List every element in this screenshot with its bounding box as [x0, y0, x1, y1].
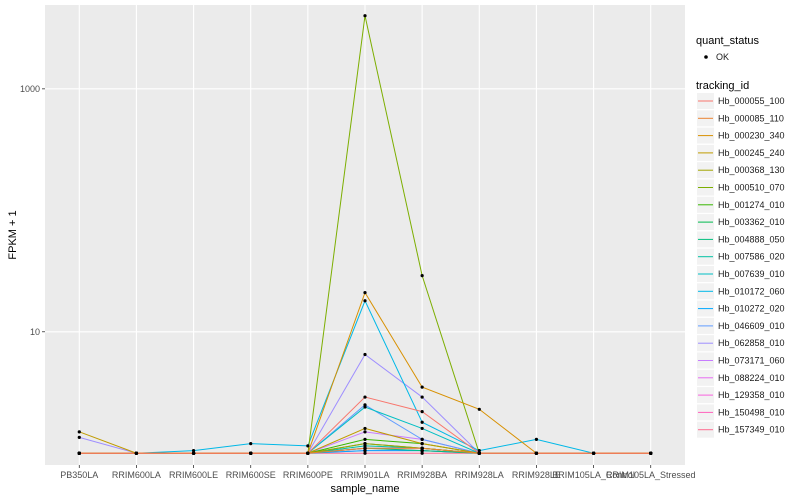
data-point	[77, 435, 81, 439]
y-tick-label: 10	[30, 327, 40, 337]
color-legend-label: Hb_046609_010	[718, 321, 785, 331]
data-point	[306, 451, 310, 455]
data-point	[420, 426, 424, 431]
color-legend-label: Hb_007586_020	[718, 252, 785, 262]
color-legend-label: Hb_062858_010	[718, 338, 785, 348]
color-legend-label: Hb_088224_010	[718, 373, 785, 383]
data-point	[420, 442, 424, 446]
data-point	[363, 403, 367, 407]
color-legend-label: Hb_010272_020	[718, 304, 785, 314]
x-axis: PB350LA RRIM600LA RRIM600LE RRIM600SE RRIM60…	[60, 465, 695, 480]
color-legend-label: Hb_010172_060	[718, 286, 785, 296]
data-point	[191, 451, 196, 455]
data-point	[477, 451, 481, 455]
shape-legend-entries: OK	[704, 52, 729, 62]
x-tick-label: BRIM105LA_Control	[552, 470, 635, 480]
data-point	[363, 14, 367, 18]
x-tick-label: RRIM600PE	[283, 470, 333, 480]
data-point	[363, 395, 367, 399]
data-point	[420, 395, 424, 399]
data-point	[249, 442, 253, 446]
x-tick-label: RRIM600LE	[169, 470, 218, 480]
x-tick-label: RRIM928BA	[397, 470, 447, 480]
x-tick-label: RRIM105LA_Stressed	[606, 470, 696, 480]
data-point	[363, 442, 367, 446]
data-point	[534, 437, 539, 441]
color-legend-label: Hb_000085_110	[718, 113, 784, 123]
data-point	[591, 451, 596, 455]
data-point	[420, 273, 424, 278]
x-axis-title: sample_name	[330, 483, 399, 495]
data-point	[363, 449, 367, 453]
data-point	[534, 451, 539, 455]
points-layer	[77, 14, 653, 455]
data-point	[420, 385, 424, 389]
color-legend-label: Hb_000510_070	[718, 183, 785, 193]
data-point	[363, 437, 367, 441]
data-point	[420, 446, 424, 450]
data-point	[649, 451, 653, 455]
data-point	[363, 299, 367, 303]
color-legend-label: Hb_073171_060	[718, 356, 785, 366]
legend: quant_status OK tracking_id Hb_000055_10…	[696, 35, 785, 438]
data-point	[363, 352, 367, 357]
data-point	[477, 407, 481, 411]
color-legend-label: Hb_004888_050	[718, 234, 785, 244]
x-tick-label: RRIM928LA	[455, 470, 504, 480]
x-tick-label: RRIM901LA	[340, 470, 389, 480]
data-point	[420, 420, 424, 424]
data-point	[363, 446, 367, 450]
data-point	[363, 430, 367, 434]
color-legend-label: Hb_000245_240	[718, 148, 785, 158]
color-legend-label: Hb_150498_010	[718, 407, 785, 417]
data-point	[363, 451, 367, 455]
color-legend-entries: Hb_000055_100 Hb_000085_110 Hb_000230_340 H…	[697, 93, 785, 438]
shape-legend-key	[704, 55, 708, 59]
y-axis-title: FPKM + 1	[7, 210, 19, 259]
color-legend-label: Hb_001274_010	[718, 200, 785, 210]
data-point	[420, 410, 424, 414]
data-point	[420, 449, 424, 453]
color-legend-label: Hb_000055_100	[718, 96, 785, 106]
color-legend-label: Hb_157349_010	[718, 425, 785, 435]
y-axis: 10 1000	[20, 84, 45, 337]
color-legend-label: Hb_003362_010	[718, 217, 785, 227]
shape-legend-label: OK	[716, 52, 729, 62]
data-point	[306, 444, 310, 448]
color-legend-title: tracking_id	[696, 80, 749, 92]
color-legend-label: Hb_129358_010	[718, 390, 785, 400]
color-legend-label: Hb_000230_340	[718, 131, 785, 141]
data-point	[191, 449, 196, 453]
data-point	[363, 444, 367, 448]
shape-legend-title: quant_status	[696, 35, 759, 47]
data-point	[420, 451, 424, 455]
data-point	[134, 451, 139, 455]
data-point	[420, 437, 424, 441]
data-point	[363, 426, 367, 431]
data-point	[363, 291, 367, 295]
x-tick-label: RRIM600LA	[112, 470, 161, 480]
y-tick-label: 1000	[20, 84, 40, 94]
data-point	[77, 451, 81, 455]
data-point	[477, 449, 481, 453]
color-legend-label: Hb_007639_010	[718, 269, 785, 279]
x-tick-label: RRIM928LE	[512, 470, 561, 480]
x-tick-label: PB350LA	[60, 470, 98, 480]
color-legend-label: Hb_000368_130	[718, 165, 785, 175]
x-tick-label: RRIM600SE	[226, 470, 276, 480]
data-point	[77, 430, 81, 434]
data-point	[249, 451, 253, 455]
